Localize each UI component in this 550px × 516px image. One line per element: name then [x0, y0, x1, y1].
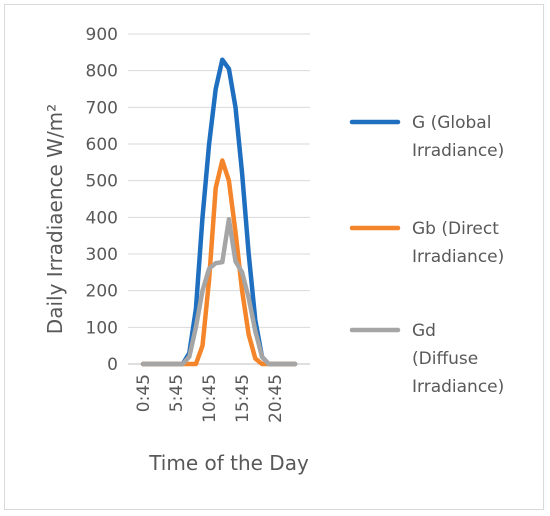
y-tick-label: 300 [86, 245, 118, 265]
y-tick-label: 400 [86, 208, 118, 228]
x-axis-title: Time of the Day [148, 451, 309, 475]
y-tick-label: 200 [86, 282, 118, 302]
series-line [140, 57, 298, 367]
y-tick-label: 700 [86, 98, 118, 118]
y-tick-label: 600 [86, 135, 118, 155]
x-tick-label: 20:45 [266, 374, 286, 423]
y-axis-title: Daily Irradiaence W/m² [43, 104, 67, 334]
x-tick-label: 5:45 [167, 374, 187, 412]
legend-label: G (Global [412, 113, 491, 133]
legend-label: (Diffuse [412, 349, 478, 369]
y-tick-label: 900 [86, 25, 118, 45]
legend-label: Irradiance) [412, 141, 504, 161]
legend-label: Irradiance) [412, 247, 504, 267]
x-tick-label: 15:45 [233, 374, 253, 423]
x-tick-label: 10:45 [200, 374, 220, 423]
series-line [140, 216, 298, 367]
x-tick-label: 0:45 [134, 374, 154, 412]
chart-frame [4, 4, 544, 510]
y-tick-label: 0 [107, 355, 118, 375]
y-tick-label: 100 [86, 318, 118, 338]
legend-label: Gd [412, 321, 436, 341]
y-tick-label: 500 [86, 172, 118, 192]
legend-label: Irradiance) [412, 377, 504, 397]
legend-label: Gb (Direct [412, 219, 499, 239]
y-tick-label: 800 [86, 62, 118, 82]
